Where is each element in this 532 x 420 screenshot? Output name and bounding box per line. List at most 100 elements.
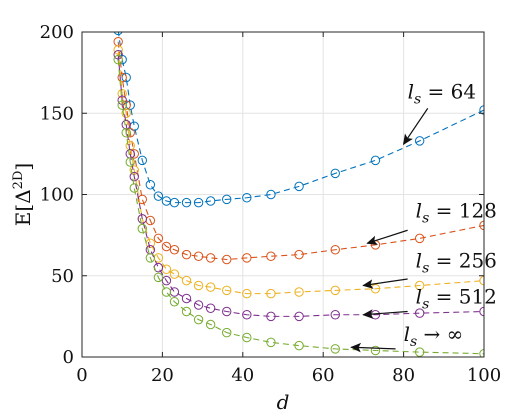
series-group xyxy=(113,32,484,357)
annotation-label-main: l xyxy=(416,284,422,308)
data-point xyxy=(181,197,192,208)
data-point xyxy=(129,149,139,159)
grid xyxy=(82,32,484,357)
y-tick-label: 100 xyxy=(40,185,74,206)
annotation-arrow xyxy=(362,278,408,289)
annotation-arrow xyxy=(362,309,408,319)
x-axis-label: d xyxy=(277,390,290,414)
series-line xyxy=(117,49,484,295)
data-point xyxy=(370,155,381,166)
annotation-label-main: l xyxy=(416,249,422,273)
annotation-label-rest: = 256 xyxy=(429,249,497,273)
annotation-label-rest: = 64 xyxy=(421,80,476,104)
y-tick-label: 200 xyxy=(40,22,74,43)
data-point xyxy=(193,197,204,208)
x-tick-label: 80 xyxy=(392,365,415,386)
data-point xyxy=(145,253,156,263)
data-point xyxy=(205,319,216,330)
data-point xyxy=(330,168,340,179)
data-point xyxy=(414,280,425,291)
data-point xyxy=(330,344,340,354)
data-point xyxy=(242,193,252,203)
data-point xyxy=(242,310,252,320)
data-point xyxy=(193,251,204,261)
data-point xyxy=(113,54,123,65)
data-point xyxy=(169,297,180,307)
data-point xyxy=(242,253,252,263)
data-point xyxy=(414,136,425,146)
data-point xyxy=(266,337,276,348)
data-point xyxy=(222,285,232,296)
annotation-label-subscript: s xyxy=(422,210,429,226)
data-point xyxy=(266,189,276,200)
data-point xyxy=(113,32,123,36)
data-point xyxy=(294,311,304,322)
series-1 xyxy=(113,32,484,208)
data-point xyxy=(129,171,139,182)
annotation-arrow xyxy=(402,108,429,146)
annotation-label-subscript: s xyxy=(414,92,421,108)
data-point xyxy=(370,345,381,356)
y-tick-label: 150 xyxy=(40,103,74,124)
data-point xyxy=(193,280,204,291)
annotation-label-main: l xyxy=(416,198,422,222)
data-point xyxy=(193,314,204,325)
y-tick-label: 0 xyxy=(63,347,74,368)
data-point xyxy=(137,194,148,205)
annotation-label: ls = 256 xyxy=(416,249,497,277)
data-point xyxy=(222,327,232,338)
data-point xyxy=(113,50,123,60)
data-point xyxy=(169,269,180,279)
x-tick-label: 100 xyxy=(467,365,501,386)
annotation-label: ls = 128 xyxy=(416,198,497,226)
data-point xyxy=(117,72,127,83)
data-point xyxy=(266,288,276,299)
data-point xyxy=(145,180,156,190)
annotation-label-rest: = 128 xyxy=(429,198,497,222)
data-point xyxy=(414,347,425,357)
y-axis-label: E[Δ2D] xyxy=(11,163,35,226)
data-point xyxy=(330,310,340,320)
annotation-label: ls = 64 xyxy=(408,80,477,108)
data-point xyxy=(181,249,192,260)
annotation-label-main: l xyxy=(404,322,410,346)
data-point xyxy=(169,197,180,208)
y-axis-label-superscript: 2D xyxy=(11,171,26,190)
data-point xyxy=(205,303,216,313)
data-point xyxy=(330,245,340,255)
data-point xyxy=(161,241,172,252)
series-4 xyxy=(113,50,484,322)
series-line xyxy=(117,41,484,261)
data-point xyxy=(330,285,340,296)
data-point xyxy=(294,287,304,297)
data-point xyxy=(129,183,139,193)
data-point xyxy=(266,251,276,261)
y-axis-label-suffix: ] xyxy=(11,163,35,171)
data-point xyxy=(294,249,304,260)
annotation-label-main: l xyxy=(408,80,414,104)
data-point xyxy=(242,332,252,343)
y-axis-label-symbol: Δ xyxy=(11,189,35,203)
data-point xyxy=(113,45,123,55)
data-point xyxy=(121,128,131,138)
data-point xyxy=(222,254,232,265)
data-point xyxy=(266,311,276,322)
annotation-label: ls → ∞ xyxy=(404,322,464,350)
x-tick-label: 0 xyxy=(76,365,87,386)
series-5 xyxy=(113,54,484,357)
annotation-label-subscript: s xyxy=(422,261,429,277)
x-tick-label: 20 xyxy=(151,365,174,386)
series-2 xyxy=(113,37,484,265)
series-line xyxy=(117,32,484,204)
annotation-label: ls = 512 xyxy=(416,284,497,312)
data-point xyxy=(294,340,304,351)
annotation-label-subscript: s xyxy=(410,334,417,350)
x-tick-label: 40 xyxy=(231,365,254,386)
data-point xyxy=(205,253,216,263)
data-point xyxy=(181,293,192,304)
data-point xyxy=(117,100,127,110)
data-point xyxy=(205,282,216,292)
